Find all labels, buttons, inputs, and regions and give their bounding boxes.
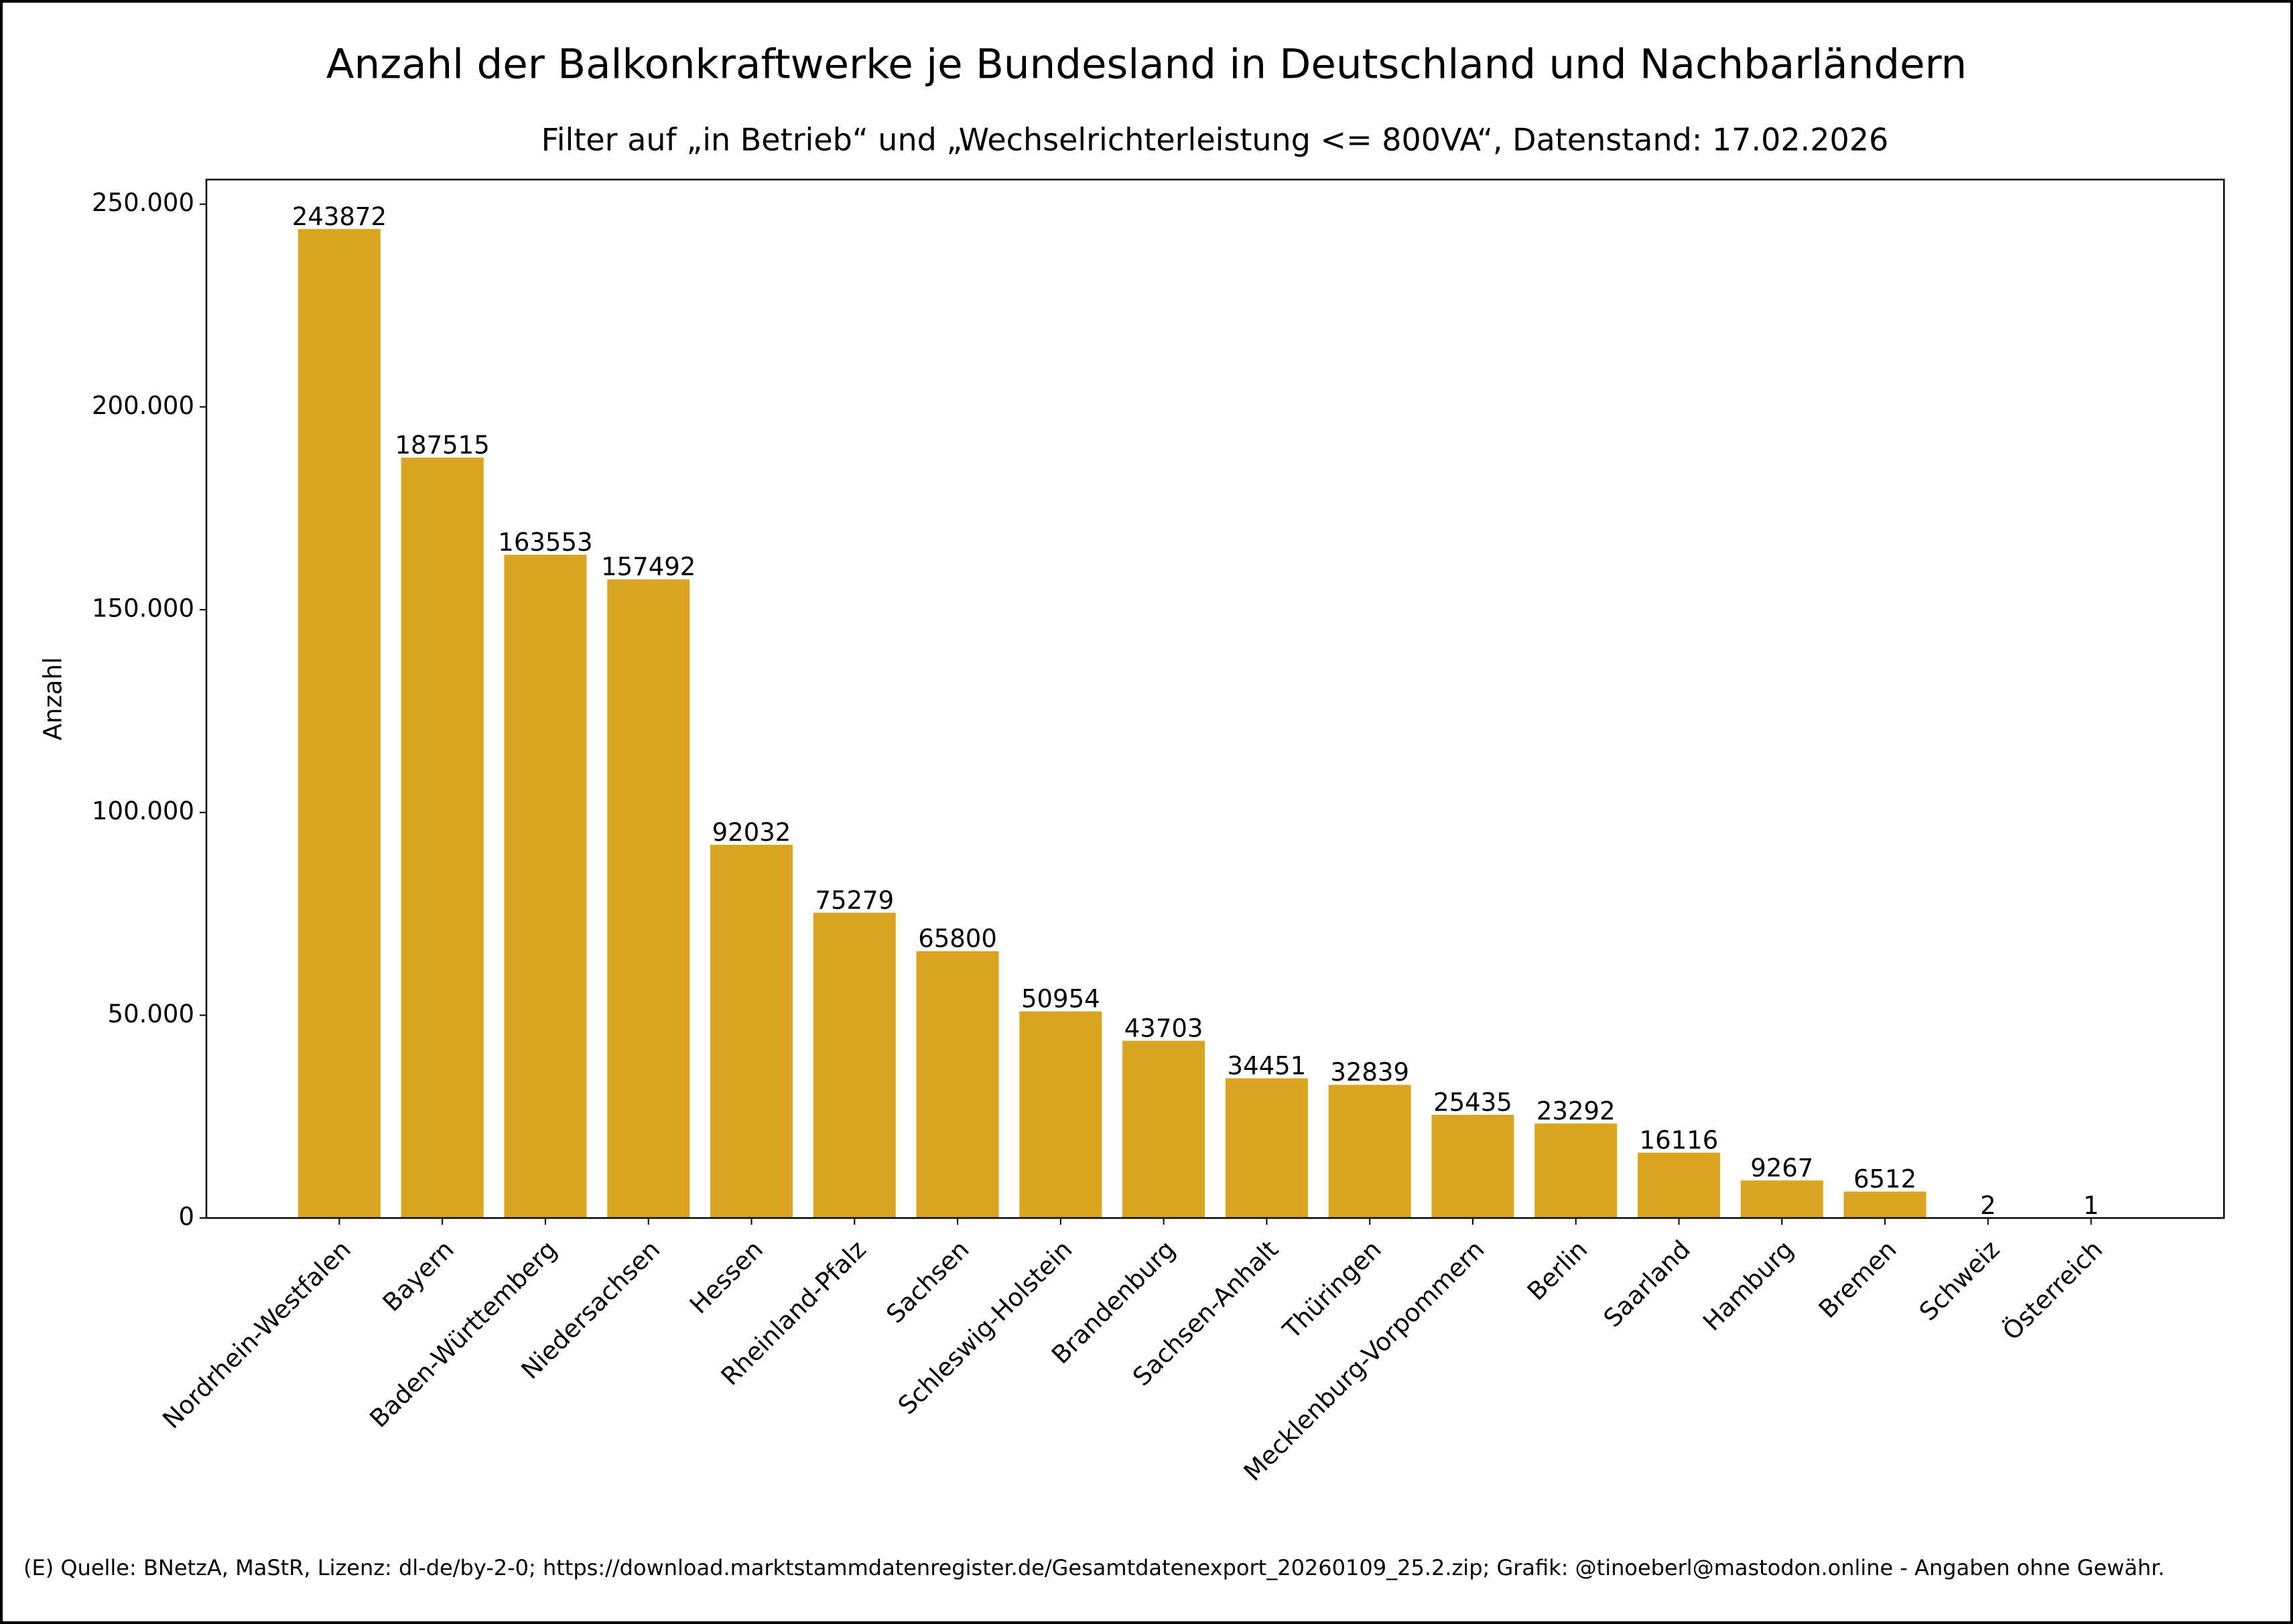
bar (401, 457, 484, 1218)
footer: (E) Quelle: BNetzA, MaStR, Lizenz: dl-de… (23, 1555, 2165, 1580)
value-label: 25435 (1433, 1088, 1512, 1117)
bar (1431, 1115, 1514, 1218)
value-label: 157492 (601, 553, 696, 582)
value-label: 243872 (292, 202, 387, 231)
value-label: 50954 (1021, 985, 1100, 1014)
value-label: 163553 (498, 528, 592, 557)
value-label: 65800 (918, 925, 997, 953)
y-tick-label: 200.000 (92, 391, 194, 420)
bar (1534, 1124, 1618, 1218)
bar (504, 554, 587, 1218)
y-tick-label: 0 (178, 1203, 194, 1231)
y-tick-label: 50.000 (108, 1000, 194, 1028)
bar (813, 912, 896, 1218)
value-label: 32839 (1330, 1058, 1409, 1087)
chart-title: Anzahl der Balkonkraftwerke je Bundeslan… (326, 41, 1967, 88)
value-label: 6512 (1853, 1165, 1916, 1194)
bar (1328, 1085, 1411, 1218)
bar (916, 951, 999, 1218)
y-tick-label: 250.000 (92, 188, 194, 217)
chart-subtitle: Filter auf „in Betrieb“ und „Wechselrich… (541, 122, 1889, 158)
value-label: 75279 (815, 886, 894, 915)
value-label: 23292 (1536, 1097, 1616, 1126)
bar (710, 844, 793, 1218)
value-label: 187515 (395, 431, 490, 460)
y-axis-label: Anzahl (39, 657, 68, 741)
bar (1637, 1152, 1721, 1218)
value-label: 34451 (1228, 1051, 1307, 1080)
y-tick-label: 150.000 (92, 594, 194, 623)
bar (1019, 1011, 1102, 1218)
value-label: 1 (2083, 1191, 2099, 1220)
bar (1225, 1078, 1308, 1218)
bar (1122, 1040, 1205, 1218)
value-label: 2 (1980, 1191, 1996, 1220)
value-label: 92032 (712, 818, 791, 847)
bar (607, 579, 690, 1218)
bar (298, 228, 381, 1219)
plot-frame (205, 178, 2225, 1219)
value-label: 43703 (1124, 1014, 1203, 1042)
value-label: 16116 (1640, 1126, 1719, 1154)
y-tick-label: 100.000 (92, 797, 194, 825)
bar (1740, 1180, 1823, 1218)
value-label: 9267 (1750, 1154, 1813, 1182)
bar (1843, 1191, 1926, 1218)
